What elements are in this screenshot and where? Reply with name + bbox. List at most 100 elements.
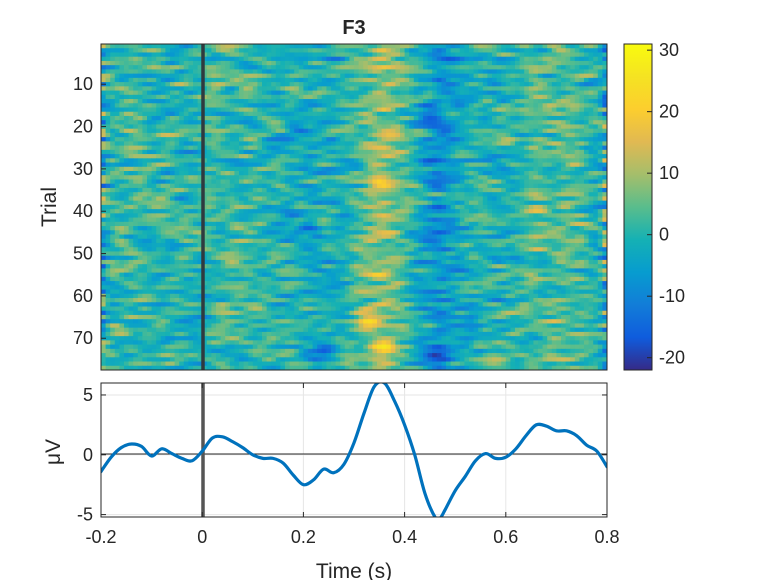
heatmap-cell (579, 179, 585, 185)
heatmap-cell (459, 103, 465, 108)
heatmap-cell (358, 141, 364, 147)
heatmap-cell (584, 204, 589, 210)
heatmap-cell (441, 111, 447, 117)
heatmap-cell (298, 145, 304, 151)
heatmap-cell (579, 221, 585, 227)
heatmap-cell (602, 120, 608, 125)
heatmap-cell (515, 44, 520, 49)
heatmap-cell (151, 124, 157, 130)
heatmap-cell (216, 213, 221, 218)
heatmap-cell (597, 86, 603, 91)
heatmap-cell (455, 120, 461, 125)
heatmap-cell (298, 187, 304, 193)
heatmap-cell (515, 154, 520, 159)
heatmap-cell (418, 183, 424, 189)
heatmap-cell (496, 132, 502, 138)
heatmap-cell (197, 120, 203, 125)
heatmap-cell (473, 77, 479, 83)
heatmap-cell (119, 65, 125, 70)
heatmap-cell (321, 149, 327, 155)
heatmap-cell (482, 162, 488, 168)
heatmap-cell (570, 230, 576, 235)
heatmap-cell (418, 94, 424, 100)
heatmap-cell (119, 124, 125, 130)
heatmap-cell (156, 124, 162, 130)
heatmap-cell (331, 90, 336, 96)
heatmap-cell (574, 200, 580, 206)
heatmap-cell (501, 44, 507, 49)
heatmap-cell (160, 103, 166, 108)
heatmap-cell (303, 52, 309, 58)
heatmap-cell (515, 162, 520, 168)
heatmap-cell (321, 183, 327, 189)
heatmap-cell (395, 52, 401, 58)
heatmap-cell (349, 124, 355, 130)
heatmap-cell (234, 234, 240, 240)
heatmap-cell (156, 52, 162, 58)
heatmap-cell (597, 82, 603, 87)
heatmap-cell (602, 124, 608, 130)
heatmap-cell (487, 204, 493, 210)
heatmap-cell (418, 60, 424, 66)
heatmap-cell (381, 158, 387, 163)
heatmap-cell (188, 86, 194, 91)
heatmap-cell (409, 111, 415, 117)
heatmap-cell (441, 179, 447, 185)
heatmap-cell (450, 213, 456, 218)
heatmap-cell (289, 82, 295, 87)
heatmap-cell (515, 65, 520, 70)
heatmap-cell (459, 204, 465, 210)
heatmap-cell (441, 77, 447, 83)
heatmap-cell (459, 69, 465, 75)
heatmap-cell (386, 200, 392, 206)
heatmap-cell (584, 145, 589, 151)
heatmap-cell (519, 217, 525, 223)
heatmap-cell (584, 230, 589, 235)
heatmap-cell (179, 213, 185, 218)
heatmap-cell (142, 52, 148, 58)
heatmap-cell (602, 204, 608, 210)
heatmap-cell (409, 73, 415, 79)
heatmap-cell (101, 77, 106, 83)
heatmap-cell (321, 115, 327, 121)
heatmap-cell (271, 175, 277, 180)
heatmap-cell (584, 48, 589, 53)
heatmap-cell (271, 44, 277, 49)
heatmap-cell (528, 132, 534, 138)
heatmap-cell (197, 192, 203, 197)
heatmap-cell (335, 158, 341, 163)
heatmap-cell (160, 137, 166, 142)
heatmap-cell (133, 162, 139, 168)
heatmap-cell (510, 166, 516, 172)
heatmap-cell (358, 120, 364, 125)
heatmap-cell (427, 141, 433, 147)
heatmap-cell (418, 73, 424, 79)
heatmap-cell (432, 115, 438, 121)
heatmap-cell (515, 204, 520, 210)
heatmap-cell (248, 52, 254, 58)
heatmap-cell (597, 179, 603, 185)
heatmap-cell (390, 230, 396, 235)
heatmap-cell (257, 82, 263, 87)
heatmap-cell (432, 137, 438, 142)
heatmap-cell (234, 162, 240, 168)
heatmap-cell (147, 115, 152, 121)
heatmap-cell (570, 213, 576, 218)
heatmap-cell (372, 183, 378, 189)
heatmap-cell (510, 204, 516, 210)
heatmap-cell (469, 226, 474, 231)
heatmap-cell (450, 209, 456, 214)
heatmap-cell (492, 103, 497, 108)
heatmap-cell (179, 196, 185, 202)
heatmap-cell (133, 111, 139, 117)
heatmap-cell (354, 94, 359, 100)
heatmap-cell (170, 221, 175, 227)
heatmap-cell (510, 65, 516, 70)
heatmap-cell (133, 103, 139, 108)
heatmap-cell (441, 141, 447, 147)
heatmap-cell (174, 90, 180, 96)
heatmap-cell (519, 137, 525, 142)
heatmap-cell (262, 94, 267, 100)
heatmap-cell (390, 175, 396, 180)
heatmap-cell (119, 111, 125, 117)
